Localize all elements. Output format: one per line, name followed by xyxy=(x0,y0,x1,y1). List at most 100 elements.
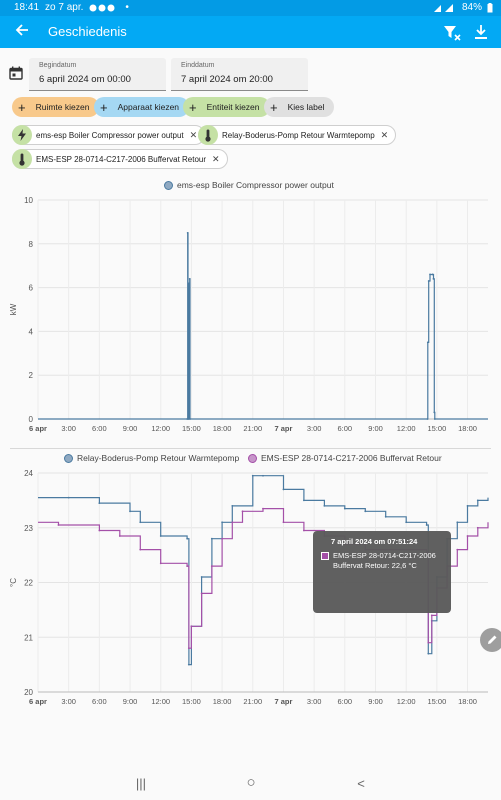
x-tick-label: 18:00 xyxy=(213,697,232,706)
x-tick-label: 12:00 xyxy=(151,424,170,433)
device-picker-chip[interactable]: + Apparaat kiezen xyxy=(94,97,190,117)
x-tick-label: 6 apr xyxy=(29,424,47,433)
y-tick-label: 6 xyxy=(29,284,34,293)
x-tick-label: 12:00 xyxy=(151,697,170,706)
data-point xyxy=(282,488,285,491)
x-tick-label: 21:00 xyxy=(243,697,262,706)
data-point xyxy=(186,231,189,234)
back-button[interactable]: < xyxy=(357,776,365,791)
start-date-field[interactable]: Begindatum 6 april 2024 om 00:00 xyxy=(29,58,166,91)
system-nav-bar: ||| ○ < xyxy=(0,770,501,800)
thermometer-icon xyxy=(198,125,218,145)
data-point xyxy=(241,510,244,513)
filter-remove-icon[interactable] xyxy=(441,21,463,43)
y-tick-label: 22 xyxy=(24,579,33,588)
data-point xyxy=(251,474,254,477)
lightning-bolt-icon xyxy=(12,125,32,145)
data-point xyxy=(262,507,264,510)
x-tick-label: 18:00 xyxy=(458,424,477,433)
y-tick-label: 24 xyxy=(24,469,33,478)
tooltip-text: EMS-ESP 28-0714-C217-2006 Buffervat Reto… xyxy=(333,551,436,571)
end-date-field[interactable]: Einddatum 7 april 2024 om 20:00 xyxy=(171,58,308,91)
chart2-legend-item[interactable]: Relay-Boderus-Pomp Retour Warmtepomp xyxy=(64,453,239,463)
area-picker-chip[interactable]: + Ruimte kiezen xyxy=(12,97,100,117)
app-bar: Geschiedenis xyxy=(0,16,501,48)
data-point xyxy=(262,474,264,477)
data-point xyxy=(186,565,189,567)
data-point xyxy=(364,510,367,513)
data-point xyxy=(433,418,436,420)
x-tick-label: 7 apr xyxy=(274,697,292,706)
data-point xyxy=(427,652,430,655)
end-date-value: 7 april 2024 om 20:00 xyxy=(181,74,273,85)
x-tick-label: 12:00 xyxy=(397,424,416,433)
chart-divider xyxy=(10,448,491,449)
status-dot: • xyxy=(125,2,129,13)
data-point xyxy=(210,537,213,540)
data-point xyxy=(432,277,435,280)
x-tick-label: 6 apr xyxy=(29,697,47,706)
data-point xyxy=(98,502,101,505)
data-point xyxy=(200,576,203,578)
data-point xyxy=(221,537,223,540)
data-point xyxy=(98,529,101,532)
data-point xyxy=(456,548,459,551)
entity-chip[interactable]: EMS-ESP 28-0714-C217-2006 Buffervat Reto… xyxy=(12,149,228,169)
data-point xyxy=(189,418,191,420)
download-icon[interactable] xyxy=(470,21,492,43)
x-tick-label: 15:00 xyxy=(427,697,446,706)
home-button[interactable]: ○ xyxy=(246,774,256,791)
chart1-legend-item[interactable]: ems-esp Boiler Compressor power output xyxy=(164,180,334,190)
back-arrow-icon[interactable] xyxy=(10,20,34,44)
data-point xyxy=(429,273,431,276)
data-point xyxy=(187,663,190,666)
data-point xyxy=(190,625,193,628)
data-point xyxy=(188,277,191,280)
start-date-label: Begindatum xyxy=(39,62,77,69)
data-point xyxy=(187,647,190,650)
x-tick-label: 15:00 xyxy=(182,424,201,433)
data-point xyxy=(433,411,436,414)
page-title: Geschiedenis xyxy=(48,24,127,39)
y-tick-label: 10 xyxy=(24,196,33,205)
recents-button[interactable]: ||| xyxy=(135,776,147,791)
battery-icon xyxy=(487,2,493,12)
close-icon[interactable]: ✕ xyxy=(189,129,198,140)
data-point xyxy=(303,529,305,532)
data-point xyxy=(139,521,142,524)
entity-chip[interactable]: ems-esp Boiler Compressor power output ✕ xyxy=(12,125,206,145)
data-point xyxy=(139,548,142,551)
x-tick-label: 9:00 xyxy=(123,697,138,706)
status-bar: 18:41 zo 7 apr. • 84% xyxy=(0,0,501,16)
edit-button[interactable] xyxy=(480,628,501,652)
y-tick-label: 0 xyxy=(29,415,34,424)
chart2-legend-item[interactable]: EMS-ESP 28-0714-C217-2006 Buffervat Reto… xyxy=(248,453,442,463)
data-point xyxy=(405,521,408,524)
data-point xyxy=(221,521,223,524)
entity-chip-label: EMS-ESP 28-0714-C217-2006 Buffervat Reto… xyxy=(36,154,207,164)
chip-label: Entiteit kiezen xyxy=(206,102,260,112)
y-tick-label: 21 xyxy=(24,633,33,642)
close-icon[interactable]: ✕ xyxy=(380,129,389,140)
x-tick-label: 15:00 xyxy=(427,424,446,433)
data-point xyxy=(118,535,121,537)
x-tick-label: 18:00 xyxy=(458,697,477,706)
entity-chip[interactable]: Relay-Boderus-Pomp Retour Warmtepomp ✕ xyxy=(198,125,397,145)
tooltip-swatch xyxy=(321,552,329,560)
entity-picker-chip[interactable]: + Entiteit kiezen xyxy=(183,97,270,117)
legend-swatch xyxy=(248,453,257,463)
x-tick-label: 18:00 xyxy=(213,424,232,433)
x-tick-label: 9:00 xyxy=(368,697,383,706)
label-picker-chip[interactable]: + Kies label xyxy=(264,97,335,117)
data-point xyxy=(323,504,326,507)
chip-label: Kies label xyxy=(287,102,325,112)
data-point xyxy=(231,504,234,507)
legend-swatch xyxy=(164,180,173,190)
data-point xyxy=(129,510,131,513)
data-point xyxy=(427,280,430,282)
close-icon[interactable]: ✕ xyxy=(212,153,220,164)
x-tick-label: 9:00 xyxy=(123,424,138,433)
chip-label: Ruimte kiezen xyxy=(35,102,90,112)
data-point xyxy=(159,562,162,565)
x-tick-label: 6:00 xyxy=(92,697,107,706)
